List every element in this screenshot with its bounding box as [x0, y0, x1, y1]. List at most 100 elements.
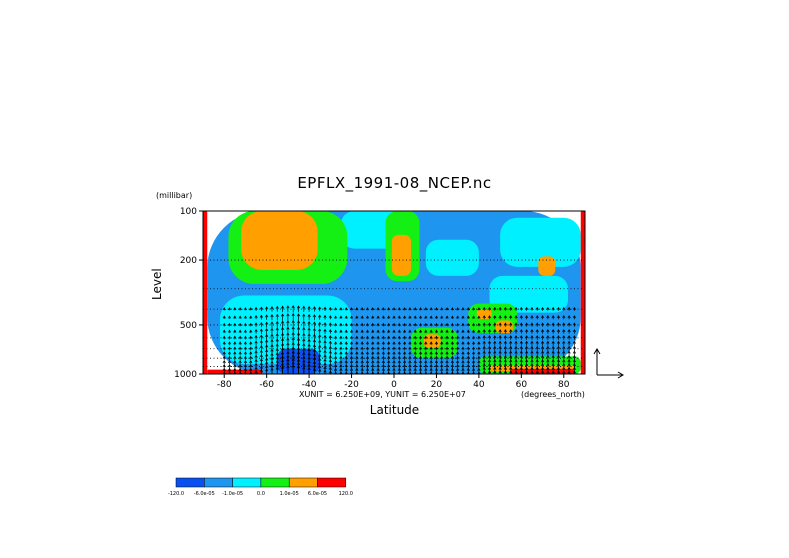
flux-vector	[525, 315, 529, 320]
flux-vector	[567, 315, 571, 320]
flux-vector	[397, 315, 401, 319]
flux-vector	[227, 322, 232, 327]
flux-vector	[556, 306, 561, 311]
flux-vector	[381, 341, 385, 346]
flux-vector	[429, 341, 433, 346]
flux-vector	[403, 322, 407, 327]
flux-vector	[222, 322, 226, 327]
flux-vector	[371, 322, 375, 327]
flux-vector	[413, 307, 417, 311]
x-tick-label: -60	[259, 380, 274, 390]
x-units-label: (degrees_north)	[521, 390, 585, 399]
flux-vector	[291, 364, 295, 374]
flux-vector	[525, 345, 529, 352]
flux-vector	[445, 341, 449, 346]
flux-vector	[227, 307, 232, 311]
flux-vector	[233, 341, 237, 346]
flux-vector	[344, 351, 348, 356]
flux-vector	[392, 329, 396, 334]
flux-vector	[503, 306, 508, 311]
flux-vector	[498, 322, 502, 327]
flux-vector	[471, 307, 476, 311]
flux-vector	[546, 315, 550, 320]
flux-vector	[355, 307, 359, 311]
x-tick-label: 40	[473, 380, 485, 390]
flux-vector	[222, 307, 226, 311]
contour-region	[425, 239, 479, 276]
flux-vector	[249, 341, 253, 346]
flux-vector	[434, 351, 439, 356]
flux-vector	[424, 364, 428, 369]
flux-vector	[567, 345, 571, 352]
flux-vector	[429, 307, 433, 311]
flux-vector	[540, 329, 545, 334]
flux-vector	[381, 355, 385, 360]
flux-vector	[572, 340, 576, 346]
flux-vector	[418, 360, 423, 365]
flux-vector	[567, 322, 571, 327]
flux-vector	[456, 346, 460, 351]
flux-vector	[413, 346, 417, 351]
flux-vector	[344, 335, 348, 340]
flux-vector	[445, 329, 449, 334]
flux-vector	[487, 340, 492, 346]
flux-vector	[349, 315, 354, 319]
flux-vector	[387, 364, 391, 369]
flux-vector	[334, 307, 338, 311]
flux-vector	[551, 329, 555, 334]
flux-vector	[482, 315, 486, 320]
flux-vector	[339, 322, 343, 327]
flux-vector	[556, 345, 561, 352]
flux-vector	[450, 329, 454, 334]
flux-vector	[323, 306, 327, 311]
flux-vector	[376, 351, 380, 356]
flux-vector	[355, 355, 359, 360]
flux-vector	[259, 369, 263, 374]
flux-vector	[540, 340, 545, 346]
flux-vector	[259, 306, 263, 312]
colorbar-label: 120.0	[339, 491, 353, 497]
flux-vector	[238, 364, 242, 369]
flux-vector	[355, 360, 359, 365]
flux-vector	[392, 351, 396, 356]
flux-vector	[424, 341, 428, 346]
flux-vector	[535, 340, 539, 346]
contour-region	[538, 256, 556, 276]
flux-vector	[355, 351, 359, 356]
flux-vector	[243, 322, 248, 327]
flux-vector	[328, 329, 332, 334]
flux-vector	[397, 329, 401, 334]
flux-vector	[567, 335, 571, 340]
flux-vector	[456, 364, 460, 369]
flux-vector	[360, 351, 364, 356]
flux-vector	[334, 360, 338, 365]
flux-vector	[525, 329, 529, 334]
flux-vector	[307, 366, 311, 374]
colorbar-label: 0.0	[257, 491, 265, 497]
flux-vector	[482, 322, 486, 327]
flux-vector	[403, 360, 407, 365]
flux-vector	[429, 335, 433, 340]
flux-vector	[440, 341, 444, 346]
flux-vector	[477, 322, 481, 327]
flux-vector	[381, 364, 385, 369]
flux-vector	[466, 355, 470, 360]
flux-vector	[365, 360, 370, 365]
flux-vector	[328, 345, 332, 352]
flux-vector	[403, 315, 407, 319]
flux-vector	[519, 370, 523, 374]
flux-vector	[296, 365, 301, 374]
flux-vector	[487, 306, 492, 311]
flux-vector	[355, 335, 359, 340]
flux-vector	[328, 335, 332, 340]
flux-vector	[424, 315, 428, 319]
flux-vector	[514, 335, 518, 340]
flux-vector	[344, 315, 348, 319]
flux-vector	[397, 335, 401, 340]
flux-vector	[233, 351, 237, 356]
flux-vector	[328, 340, 332, 346]
flux-vector	[509, 306, 513, 311]
flux-vector	[397, 346, 401, 351]
x-tick-label: 20	[431, 380, 443, 390]
flux-vector	[376, 329, 380, 334]
